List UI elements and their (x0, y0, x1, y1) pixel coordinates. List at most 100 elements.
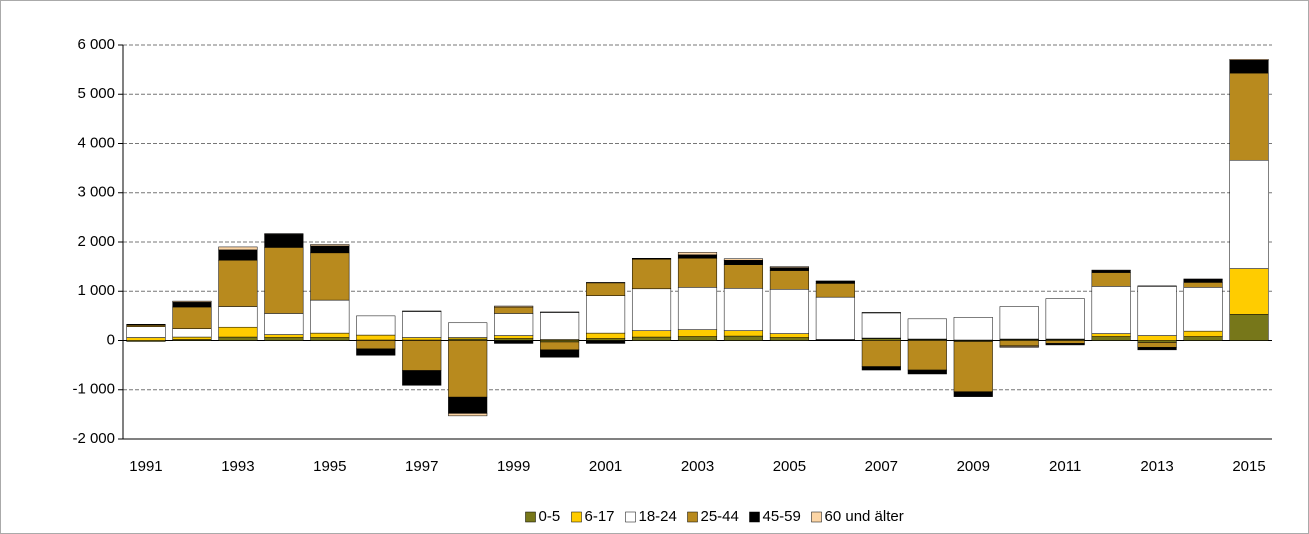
bar-segment (677, 329, 718, 337)
bar-segment (218, 326, 258, 338)
y-tick-label: 1 000 (77, 282, 115, 299)
bar-segment (494, 305, 534, 308)
x-tick-label: 2001 (589, 458, 622, 475)
bar-segment (769, 337, 809, 341)
bar-segment (448, 340, 488, 398)
legend-label: 45-59 (763, 508, 801, 525)
legend-swatch (749, 511, 760, 523)
bar-segment (723, 264, 764, 289)
x-tick-label: 2009 (957, 458, 990, 475)
bar-segment (861, 340, 901, 367)
bar-segment (172, 328, 212, 338)
bar-segment (907, 318, 947, 340)
bar-segment (677, 252, 718, 256)
bar-segment (356, 315, 396, 336)
bar-segment (1229, 268, 1269, 315)
bar-segment (1137, 335, 1177, 341)
bar-segment (769, 289, 809, 334)
bar-segment (631, 288, 672, 331)
bar-segment (126, 337, 166, 341)
bar-segment (999, 340, 1039, 347)
bar-segment (1091, 333, 1131, 337)
bar-segment (1091, 272, 1131, 287)
legend-swatch (525, 511, 536, 523)
bar-segment (631, 258, 672, 290)
bar-segment (769, 267, 809, 271)
y-tick-label: 3 000 (77, 184, 115, 201)
bar-segment (723, 288, 764, 331)
x-tick-label: 1999 (497, 458, 530, 475)
y-tick-label: 5 000 (77, 85, 115, 102)
bar-segment (448, 396, 488, 414)
bar-segment (218, 259, 258, 307)
bar-segment (172, 336, 212, 340)
bar-segment (310, 252, 350, 301)
bar-segment (448, 322, 488, 338)
bar-segment (264, 337, 304, 341)
x-tick-label: 2013 (1140, 458, 1173, 475)
bar-segment (310, 299, 350, 334)
x-tick-label: 1995 (313, 458, 346, 475)
bar-segment (723, 335, 764, 341)
x-tick-label: 1993 (221, 458, 254, 475)
bar-segment (953, 317, 993, 341)
y-tick-label: -2 000 (72, 430, 115, 447)
bar-segment (1229, 59, 1269, 61)
bar-segment (1137, 342, 1177, 348)
legend-label: 0-5 (539, 508, 561, 525)
bar-segment (494, 313, 534, 336)
bar-segment (631, 330, 672, 338)
bar-segment (586, 338, 626, 341)
bar-segment (540, 312, 580, 340)
bar-segment (1229, 60, 1269, 74)
legend-swatch (571, 511, 582, 523)
bar-segment (310, 245, 350, 254)
bar-segment (494, 335, 534, 339)
bar-segment (310, 332, 350, 338)
x-tick-label: 2015 (1232, 458, 1265, 475)
bar-segment (264, 247, 304, 314)
bar-segment (448, 413, 488, 417)
bar-segment (1045, 298, 1085, 340)
bar-segment (1229, 72, 1269, 161)
x-tick-label: 2005 (773, 458, 806, 475)
legend-label: 60 und älter (825, 508, 904, 525)
y-tick-label: 4 000 (77, 134, 115, 151)
legend-label: 6-17 (585, 508, 615, 525)
bar-segment (1045, 340, 1085, 344)
bar-segment (264, 334, 304, 338)
bar-segment (677, 258, 718, 288)
bar-segment (677, 336, 718, 341)
bar-segment (1045, 343, 1085, 346)
bar-segment (356, 348, 396, 356)
bar-segment (1229, 159, 1269, 269)
legend-swatch (811, 511, 822, 523)
x-tick-label: 2011 (1049, 458, 1081, 475)
bar-segment (815, 296, 855, 340)
bar-segment (172, 300, 212, 303)
bar-segment (402, 370, 442, 386)
bar-segment (402, 340, 442, 371)
bar-segment (861, 338, 901, 341)
bar-segment (953, 341, 993, 392)
x-tick-label: 2007 (865, 458, 898, 475)
bar-segment (861, 366, 901, 371)
bar-segment (723, 330, 764, 337)
bar-segment (356, 340, 396, 350)
bar-segment (999, 306, 1039, 340)
bar-segment (218, 246, 258, 251)
bar-segment (586, 340, 626, 344)
bar-segment (677, 287, 718, 330)
bar-segment (861, 312, 901, 339)
bar-segment (999, 346, 1039, 348)
bar-segment (494, 340, 534, 344)
bar-segment (540, 341, 580, 351)
bar-segment (586, 295, 626, 334)
bar-segment (1137, 286, 1177, 336)
y-tick-label: 0 (107, 331, 115, 348)
x-tick-label: 1991 (129, 458, 162, 475)
bar-segment (310, 244, 350, 247)
bar-segment (769, 333, 809, 338)
bar-segment (1183, 287, 1223, 332)
bar-segment (1183, 282, 1223, 288)
